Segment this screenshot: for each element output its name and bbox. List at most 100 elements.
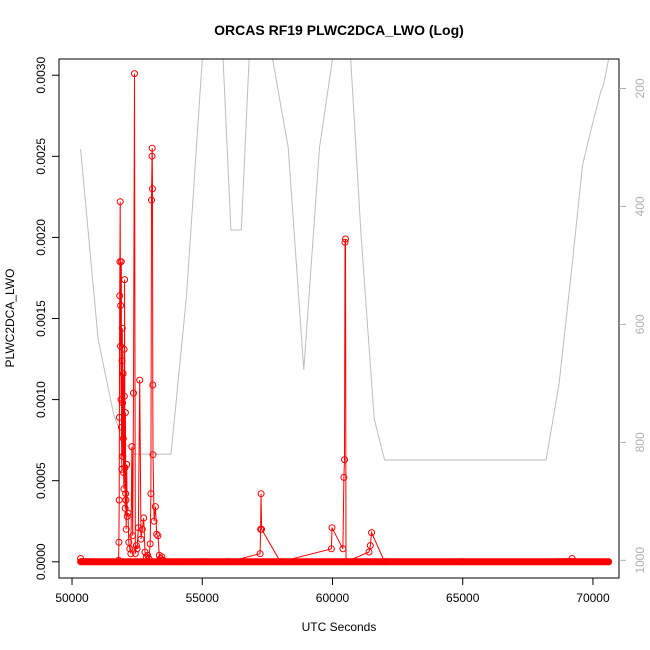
data-point xyxy=(129,532,137,540)
data-point xyxy=(258,525,266,533)
data-point xyxy=(118,357,126,365)
data-point xyxy=(368,529,376,537)
data-point xyxy=(115,556,123,564)
data-point xyxy=(341,456,348,464)
data-point xyxy=(123,512,131,520)
data-point xyxy=(150,517,158,525)
data-point xyxy=(257,490,265,498)
data-point xyxy=(115,538,123,546)
data-point xyxy=(119,452,127,460)
y2-tick-label: 800 xyxy=(633,432,647,452)
data-point xyxy=(127,550,135,558)
data-point xyxy=(115,496,123,504)
data-point xyxy=(119,370,127,378)
data-point xyxy=(137,535,145,543)
data-point xyxy=(126,545,134,553)
data-point xyxy=(146,540,154,548)
data-point xyxy=(120,485,128,493)
data-point xyxy=(134,524,142,532)
data-point xyxy=(120,392,128,400)
data-point xyxy=(121,276,129,284)
data-point xyxy=(151,503,159,511)
data-point xyxy=(154,532,162,540)
y2-tick-label: 600 xyxy=(633,314,647,334)
data-point xyxy=(77,555,85,562)
data-point xyxy=(342,558,350,566)
data-point xyxy=(131,70,138,78)
axes-layer: 50000 55000 60000 65000 70000 0.0000 0.0005 0.0… xyxy=(34,57,647,605)
data-point xyxy=(198,558,206,566)
data-point xyxy=(459,558,467,566)
data-point xyxy=(132,542,140,550)
data-point xyxy=(147,490,155,498)
chart-title: ORCAS RF19 PLWC2DCA_LWO (Log) xyxy=(214,22,464,38)
data-point xyxy=(130,389,137,397)
x-tick-label: 60000 xyxy=(316,591,350,605)
data-point xyxy=(120,469,128,477)
data-point xyxy=(144,551,152,559)
data-point xyxy=(341,238,349,246)
data-point xyxy=(224,558,232,566)
data-point xyxy=(119,435,127,442)
data-point xyxy=(121,409,129,417)
data-point xyxy=(116,198,124,206)
data-point xyxy=(149,185,156,193)
data-point xyxy=(148,196,155,204)
data-point xyxy=(256,550,264,558)
data-point xyxy=(342,235,349,243)
y-tick-label: 0.0015 xyxy=(34,300,48,337)
data-point xyxy=(381,558,389,566)
data-point xyxy=(149,451,157,459)
data-point xyxy=(149,381,157,389)
data-point xyxy=(122,525,130,533)
data-point xyxy=(131,550,139,558)
data-point xyxy=(365,548,373,556)
data-point xyxy=(125,538,133,546)
data-point xyxy=(117,258,125,266)
data-point xyxy=(340,473,348,481)
data-point xyxy=(327,545,335,553)
data-point xyxy=(158,553,166,561)
data-point xyxy=(148,144,156,152)
data-point xyxy=(128,443,136,451)
y-tick-label: 0.0000 xyxy=(34,543,48,580)
data-point xyxy=(120,345,128,353)
y-tick-label: 0.0020 xyxy=(34,219,48,256)
data-point xyxy=(568,555,576,562)
data-point xyxy=(118,423,125,431)
data-point xyxy=(119,399,127,407)
data-point xyxy=(159,556,167,564)
primary-series-line xyxy=(80,73,609,563)
data-point xyxy=(115,413,123,421)
secondary-series-line xyxy=(80,59,610,461)
secondary-series-layer xyxy=(80,59,610,461)
y2-tick-label: 1000 xyxy=(633,547,647,574)
data-point xyxy=(276,558,284,566)
y-tick-label: 0.0025 xyxy=(34,138,48,175)
x-tick-label: 65000 xyxy=(446,591,480,605)
data-point xyxy=(366,542,374,550)
data-point xyxy=(172,558,180,566)
y-tick-label: 0.0010 xyxy=(34,381,48,418)
x-axis-label: UTC Seconds xyxy=(302,620,377,634)
data-point xyxy=(148,152,156,160)
data-point xyxy=(605,558,613,566)
x-tick-label: 70000 xyxy=(576,591,610,605)
data-point xyxy=(117,302,125,309)
x-tick-label: 50000 xyxy=(55,591,89,605)
x-tick-label: 55000 xyxy=(186,591,220,605)
primary-series-layer xyxy=(77,70,613,566)
plot-frame xyxy=(58,58,620,579)
data-point xyxy=(123,461,131,468)
y-tick-label: 0.0005 xyxy=(34,462,48,499)
y2-tick-label: 400 xyxy=(633,196,647,216)
data-point xyxy=(136,376,144,384)
y-axis-label: PLWC2DCA_LWO xyxy=(3,269,17,368)
data-point xyxy=(133,545,141,553)
data-point xyxy=(122,496,130,504)
y-tick-label: 0.0030 xyxy=(34,57,48,94)
data-point xyxy=(124,509,132,517)
data-point xyxy=(116,292,124,300)
